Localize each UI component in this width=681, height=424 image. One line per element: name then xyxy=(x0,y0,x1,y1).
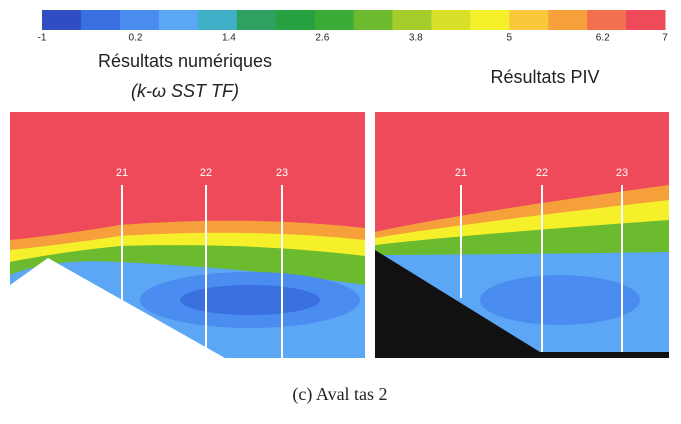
colorbar-tick-label: 7 xyxy=(662,33,668,44)
colorbar-segment xyxy=(392,10,432,30)
colorbar-segment xyxy=(197,10,238,30)
colorbar-segment xyxy=(509,10,549,30)
section-label: 21 xyxy=(116,167,128,179)
section-label: 23 xyxy=(276,167,288,179)
section-label: 21 xyxy=(455,167,467,179)
colorbar-segment xyxy=(626,10,666,30)
colorbar-segment xyxy=(470,10,510,30)
colorbar-segment xyxy=(158,10,199,30)
colorbar-segment xyxy=(587,10,627,30)
colorbar-tick-label: 6.2 xyxy=(596,33,610,44)
caption: (c) Aval tas 2 xyxy=(292,384,387,405)
colorbar-tick-label: 5 xyxy=(506,33,512,44)
colorbar-segment xyxy=(353,10,393,30)
colorbar: -1 0.2 1.4 2.6 3.8 5 6.2 7 xyxy=(38,10,668,44)
colorbar-tick-label: 3.8 xyxy=(409,33,423,44)
colorbar-segment xyxy=(548,10,588,30)
sections: 21 22 23 21 22 23 xyxy=(116,167,628,358)
panel-title: Résultats PIV xyxy=(490,67,599,87)
colorbar-segment xyxy=(119,10,160,30)
colorbar-segment xyxy=(431,10,471,30)
colorbar-segment xyxy=(80,10,121,30)
left-contour xyxy=(10,112,365,358)
section-label: 22 xyxy=(536,167,548,179)
panel-title: Résultats numériques xyxy=(98,51,272,71)
right-contour xyxy=(375,112,669,358)
colorbar-tick-label: 0.2 xyxy=(128,33,142,44)
colorbar-tick-label: 2.6 xyxy=(315,33,329,44)
panel-subtitle: (k-ω SST TF) xyxy=(131,81,239,101)
section-label: 23 xyxy=(616,167,628,179)
colorbar-tick-label: 1.4 xyxy=(222,33,236,44)
colorbar-tick-label: -1 xyxy=(38,33,47,44)
section-label: 22 xyxy=(200,167,212,179)
colorbar-segment xyxy=(275,10,316,30)
colorbar-segment xyxy=(42,10,82,30)
colorbar-segment xyxy=(236,10,277,30)
colorbar-segment xyxy=(314,10,354,30)
